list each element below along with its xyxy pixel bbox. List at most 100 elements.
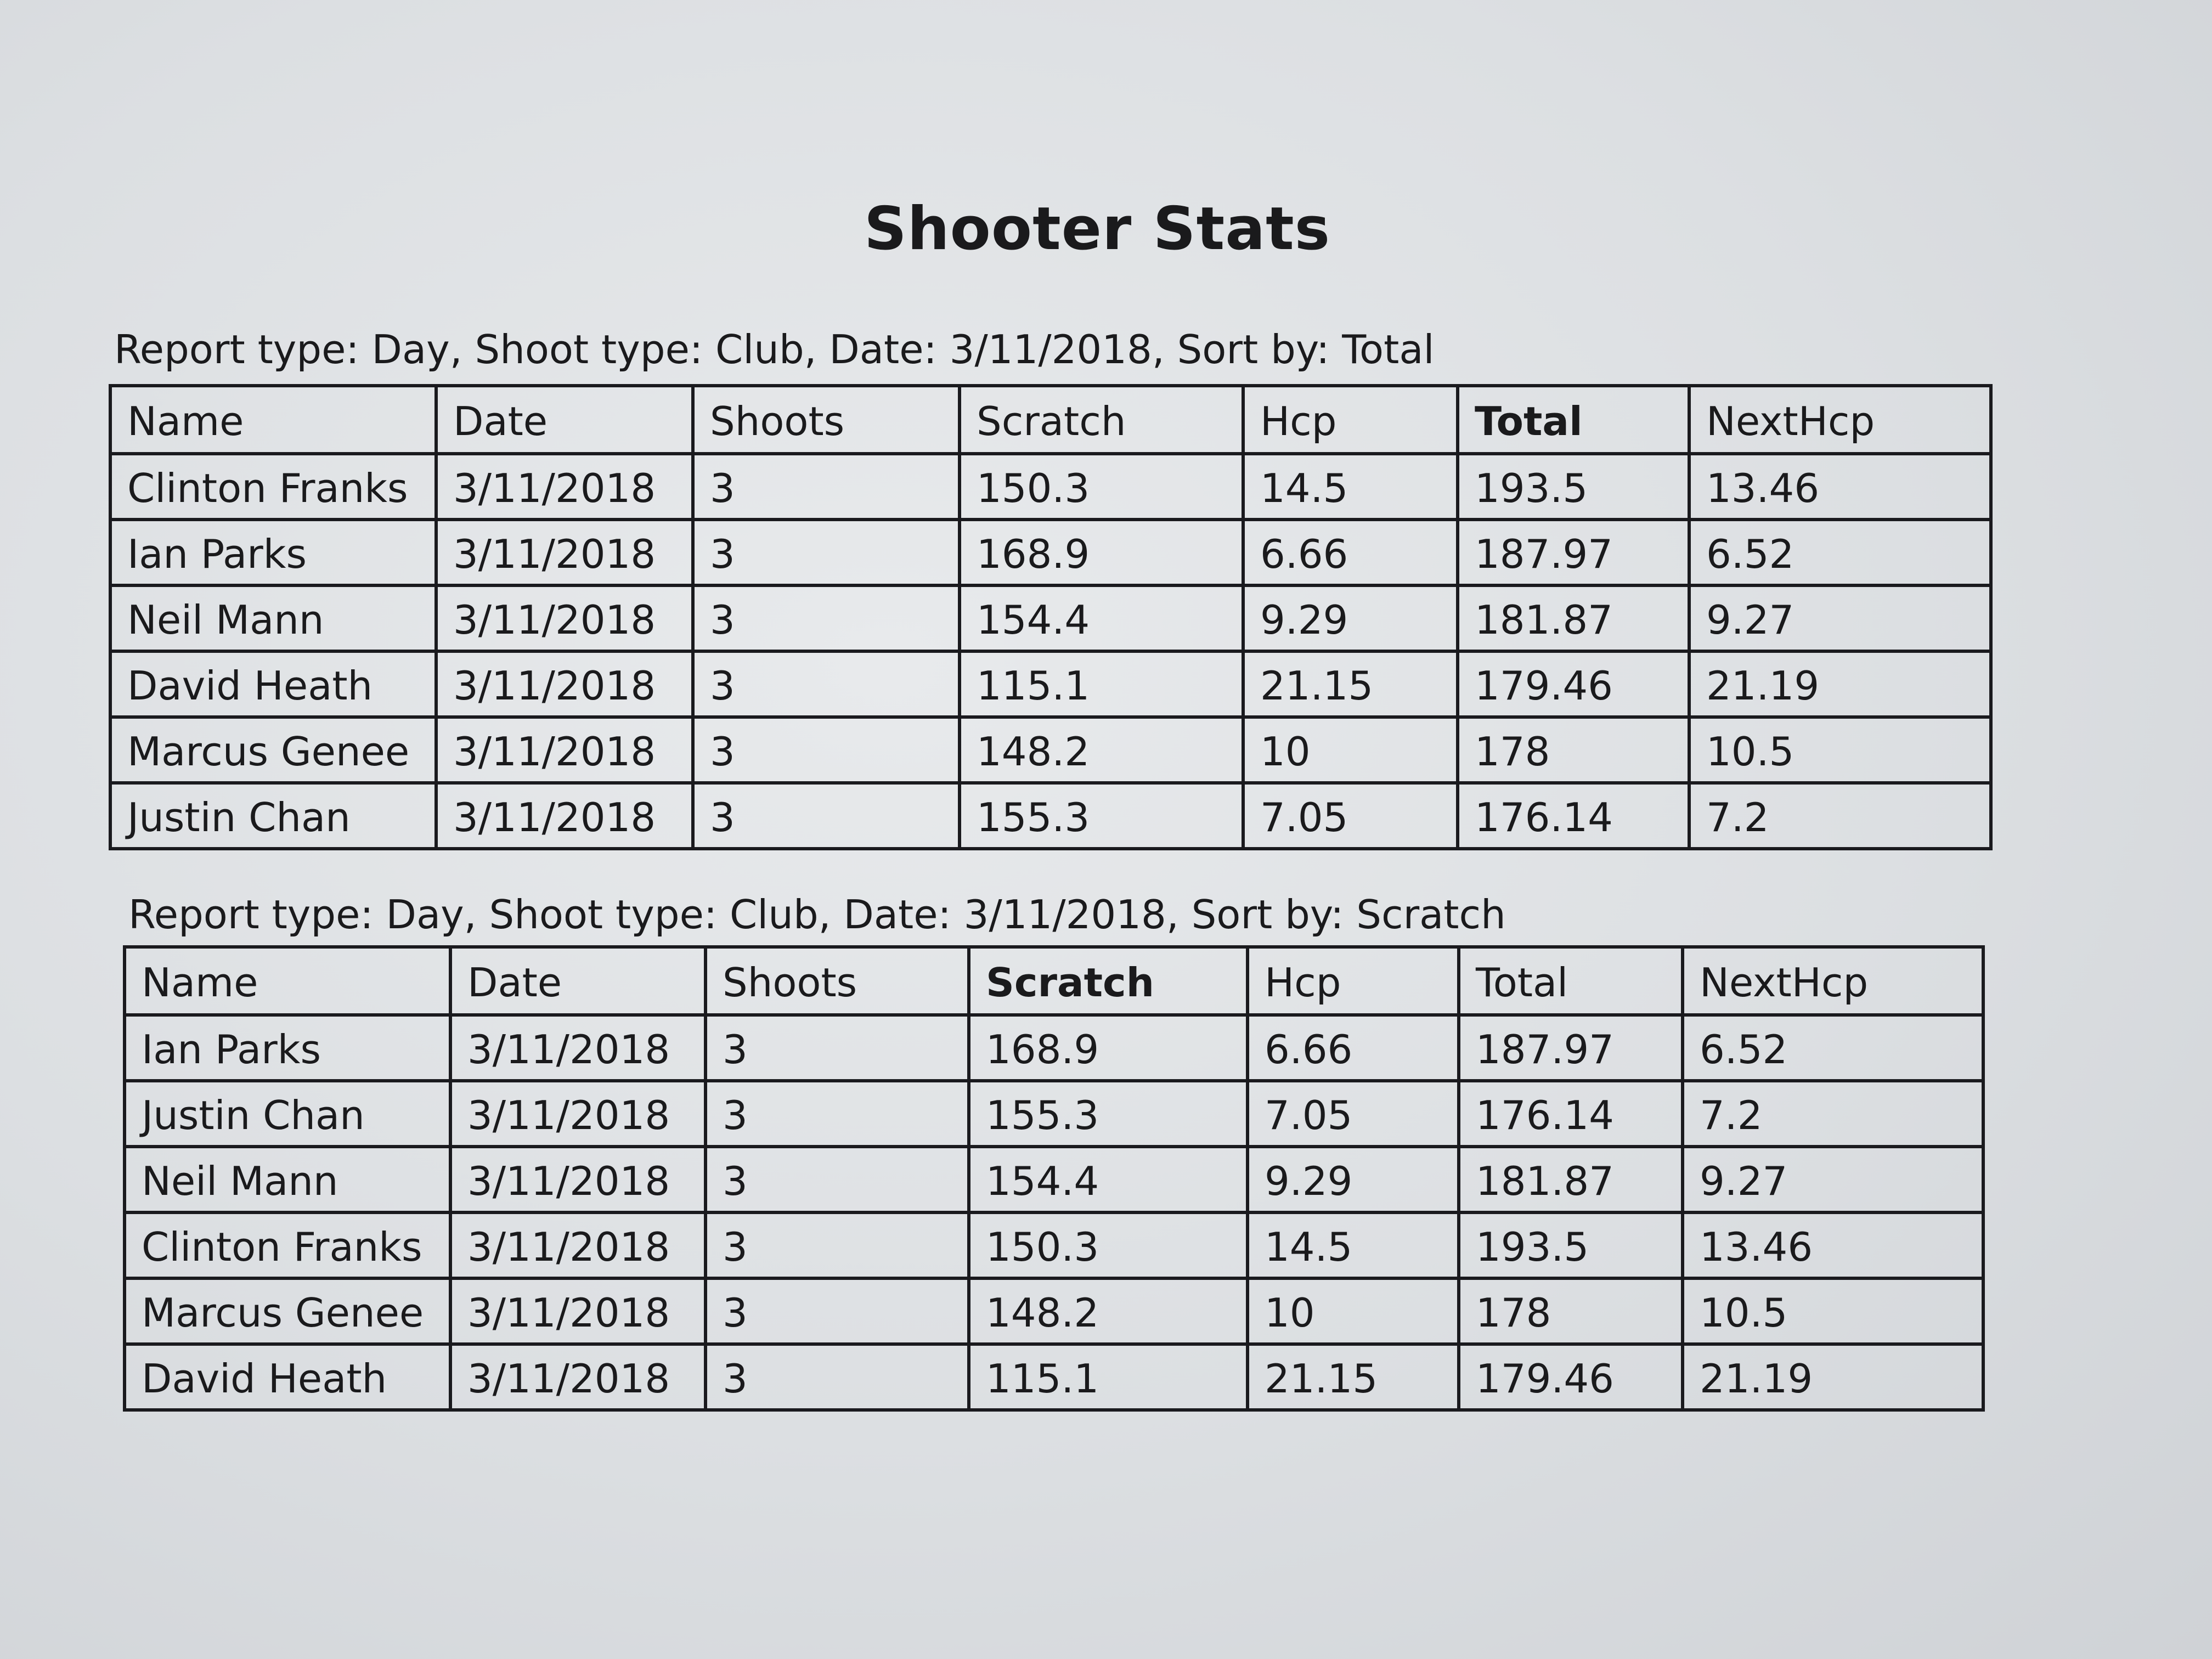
cell-date: 3/11/2018: [449, 1145, 707, 1214]
cell-shoots: 3: [691, 650, 961, 719]
cell-date: 3/11/2018: [449, 1013, 707, 1082]
cell-shoots: 3: [704, 1145, 970, 1214]
cell-nexthcp: 21.19: [1688, 650, 1993, 719]
cell-nexthcp: 10.5: [1688, 715, 1993, 785]
cell-shoots: 3: [704, 1013, 970, 1082]
cell-hcp: 7.05: [1246, 1079, 1460, 1148]
cell-hcp: 6.66: [1242, 518, 1459, 587]
cell-nexthcp: 10.5: [1681, 1277, 1985, 1346]
cell-nexthcp: 6.52: [1688, 518, 1993, 587]
cell-hcp: 14.5: [1242, 452, 1459, 521]
cell-scratch: 155.3: [958, 781, 1245, 850]
cell-name: Ian Parks: [123, 1013, 452, 1082]
report-caption-scratch: Report type: Day, Shoot type: Club, Date…: [128, 891, 1506, 938]
cell-total: 179.46: [1457, 1342, 1684, 1412]
cell-date: 3/11/2018: [435, 518, 695, 587]
cell-date: 3/11/2018: [449, 1079, 707, 1148]
cell-hcp: 14.5: [1246, 1211, 1460, 1280]
cell-scratch: 148.2: [958, 715, 1245, 785]
table-row: Clinton Franks 3/11/2018 3 150.3 14.5 193.5 13…: [109, 452, 1993, 521]
cell-shoots: 3: [691, 518, 961, 587]
cell-total: 187.97: [1457, 1013, 1684, 1082]
cell-shoots: 3: [704, 1342, 970, 1412]
cell-name: David Heath: [109, 650, 438, 719]
column-header-shoots: Shoots: [704, 945, 970, 1017]
cell-total: 181.87: [1457, 1145, 1684, 1214]
column-header-name: Name: [109, 384, 438, 455]
cell-total: 176.14: [1457, 1079, 1684, 1148]
cell-date: 3/11/2018: [435, 715, 695, 785]
cell-nexthcp: 13.46: [1688, 452, 1993, 521]
cell-hcp: 7.05: [1242, 781, 1459, 850]
cell-name: Marcus Genee: [123, 1277, 452, 1346]
cell-name: Clinton Franks: [109, 452, 438, 521]
column-header-hcp: Hcp: [1246, 945, 1460, 1017]
cell-total: 193.5: [1456, 452, 1691, 521]
cell-shoots: 3: [691, 584, 961, 653]
column-header-total: Total: [1456, 384, 1691, 455]
cell-scratch: 154.4: [958, 584, 1245, 653]
cell-date: 3/11/2018: [435, 584, 695, 653]
cell-date: 3/11/2018: [435, 650, 695, 719]
cell-scratch: 168.9: [958, 518, 1245, 587]
cell-scratch: 150.3: [967, 1211, 1249, 1280]
cell-nexthcp: 6.52: [1681, 1013, 1985, 1082]
cell-nexthcp: 21.19: [1681, 1342, 1985, 1412]
cell-name: Neil Mann: [123, 1145, 452, 1214]
table-row: Justin Chan 3/11/2018 3 155.3 7.05 176.14 7.2: [123, 1079, 1985, 1148]
cell-date: 3/11/2018: [449, 1211, 707, 1280]
column-header-hcp: Hcp: [1242, 384, 1459, 455]
cell-nexthcp: 7.2: [1688, 781, 1993, 850]
table-row: Ian Parks 3/11/2018 3 168.9 6.66 187.97 6.52: [109, 518, 1993, 587]
cell-nexthcp: 9.27: [1688, 584, 1993, 653]
column-header-total: Total: [1457, 945, 1684, 1017]
cell-nexthcp: 7.2: [1681, 1079, 1985, 1148]
cell-shoots: 3: [691, 452, 961, 521]
cell-scratch: 154.4: [967, 1145, 1249, 1214]
cell-name: Ian Parks: [109, 518, 438, 587]
cell-shoots: 3: [704, 1211, 970, 1280]
stats-table-sorted-by-scratch: Name Date Shoots Scratch Hcp Total NextHcp Ian …: [123, 945, 1985, 1412]
table-row: David Heath 3/11/2018 3 115.1 21.15 179.46 21.…: [109, 650, 1993, 719]
table-row: Marcus Genee 3/11/2018 3 148.2 10 178 10.5: [123, 1277, 1985, 1346]
cell-name: Clinton Franks: [123, 1211, 452, 1280]
cell-total: 181.87: [1456, 584, 1691, 653]
cell-shoots: 3: [704, 1277, 970, 1346]
stats-table-sorted-by-total: Name Date Shoots Scratch Hcp Total NextHcp Clin…: [109, 384, 1993, 850]
cell-hcp: 10: [1246, 1277, 1460, 1346]
header-row: Name Date Shoots Scratch Hcp Total NextHcp: [109, 384, 1993, 455]
cell-total: 176.14: [1456, 781, 1691, 850]
cell-hcp: 9.29: [1246, 1145, 1460, 1214]
table-row: David Heath 3/11/2018 3 115.1 21.15 179.46 21.…: [123, 1342, 1985, 1412]
cell-hcp: 21.15: [1246, 1342, 1460, 1412]
column-header-date: Date: [449, 945, 707, 1017]
cell-scratch: 148.2: [967, 1277, 1249, 1346]
cell-total: 179.46: [1456, 650, 1691, 719]
column-header-scratch: Scratch: [958, 384, 1245, 455]
report-caption-total: Report type: Day, Shoot type: Club, Date…: [114, 326, 1435, 373]
cell-shoots: 3: [691, 715, 961, 785]
page-title: Shooter Stats: [864, 195, 1330, 263]
table-row: Clinton Franks 3/11/2018 3 150.3 14.5 193.5 13…: [123, 1211, 1985, 1280]
cell-nexthcp: 13.46: [1681, 1211, 1985, 1280]
column-header-nexthcp: NextHcp: [1688, 384, 1993, 455]
cell-name: Justin Chan: [109, 781, 438, 850]
cell-name: Justin Chan: [123, 1079, 452, 1148]
cell-scratch: 155.3: [967, 1079, 1249, 1148]
table-row: Ian Parks 3/11/2018 3 168.9 6.66 187.97 6.52: [123, 1013, 1985, 1082]
table-row: Justin Chan 3/11/2018 3 155.3 7.05 176.14 7.2: [109, 781, 1993, 850]
cell-total: 193.5: [1457, 1211, 1684, 1280]
header-row: Name Date Shoots Scratch Hcp Total NextHcp: [123, 945, 1985, 1017]
cell-hcp: 9.29: [1242, 584, 1459, 653]
column-header-nexthcp: NextHcp: [1681, 945, 1985, 1017]
cell-scratch: 115.1: [958, 650, 1245, 719]
cell-shoots: 3: [691, 781, 961, 850]
cell-date: 3/11/2018: [435, 452, 695, 521]
cell-name: Marcus Genee: [109, 715, 438, 785]
cell-hcp: 10: [1242, 715, 1459, 785]
cell-date: 3/11/2018: [435, 781, 695, 850]
cell-scratch: 168.9: [967, 1013, 1249, 1082]
cell-date: 3/11/2018: [449, 1342, 707, 1412]
column-header-name: Name: [123, 945, 452, 1017]
table-row: Marcus Genee 3/11/2018 3 148.2 10 178 10.5: [109, 715, 1993, 785]
